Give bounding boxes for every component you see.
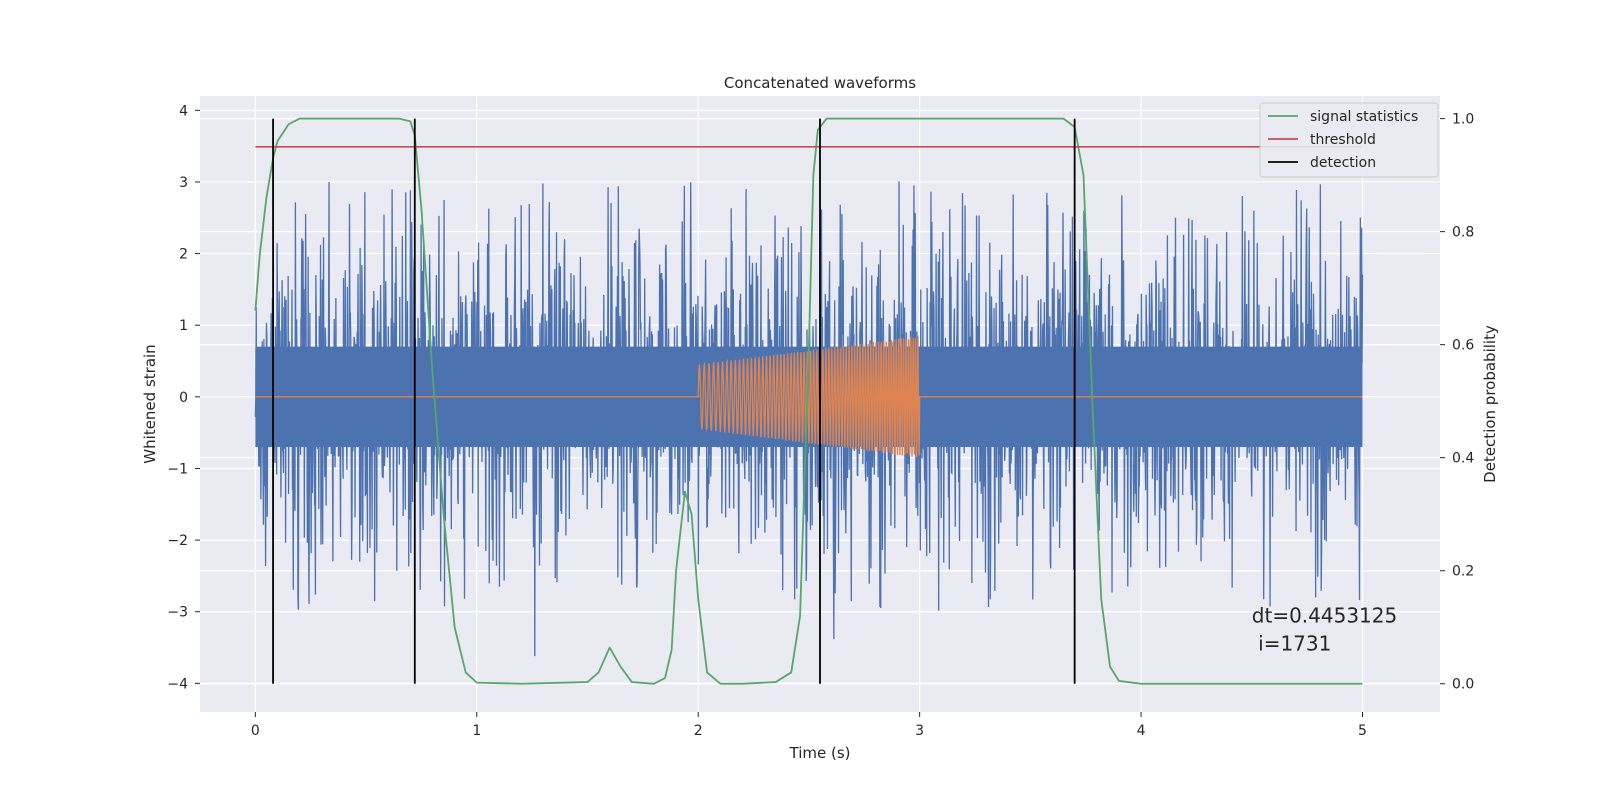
- y-tick-label: 3: [179, 175, 188, 191]
- y-tick-label: −4: [167, 676, 188, 692]
- x-tick-label: 5: [1358, 723, 1367, 739]
- annotation: dt=0.4453125 i=1731: [1252, 603, 1397, 655]
- y-tick-label: 2: [179, 247, 188, 263]
- y-tick-label: 1: [179, 318, 188, 334]
- series-signal-statistics: [254, 117, 1363, 685]
- y2-axis-label: Detection probability: [1481, 325, 1499, 483]
- y-tick-label: −3: [167, 605, 188, 621]
- x-tick-label: 0: [251, 723, 260, 739]
- x-axis-label: Time (s): [789, 744, 851, 762]
- annotation-index: i=1731: [1252, 631, 1332, 655]
- axes: 0 1 2 3 4 5 −4 −3 −2 −1 0 1 2 3 4 0.0 0.2 0.4 0.6 0.8 1.0: [167, 103, 1474, 739]
- legend-label-threshold: threshold: [1310, 132, 1376, 148]
- y2-tick-label: 0.0: [1452, 677, 1474, 693]
- x-tick-label: 1: [472, 723, 481, 739]
- y-axis-label: Whitened strain: [141, 344, 159, 463]
- y-tick-label: −2: [167, 533, 188, 549]
- y-tick-label: −1: [167, 461, 188, 477]
- plot-area: [254, 117, 1364, 685]
- annotation-dt: dt=0.4453125: [1252, 603, 1397, 627]
- legend-label-signal-statistics: signal statistics: [1310, 109, 1418, 125]
- y2-tick-label: 0.6: [1452, 338, 1474, 354]
- y-tick-label: 4: [179, 103, 188, 119]
- legend-label-detection: detection: [1310, 155, 1376, 171]
- x-tick-label: 4: [1137, 723, 1146, 739]
- y2-tick-label: 0.8: [1452, 225, 1474, 241]
- series-injected-chirp: [255, 336, 1363, 458]
- y2-tick-label: 0.4: [1452, 451, 1474, 467]
- chart-title: Concatenated waveforms: [724, 74, 916, 92]
- legend-box: [1259, 102, 1439, 178]
- x-tick-label: 2: [694, 723, 703, 739]
- y-tick-label: 0: [179, 390, 188, 406]
- y2-tick-label: 1.0: [1452, 112, 1474, 128]
- legend: signal statistics threshold detection: [1259, 102, 1439, 178]
- y2-tick-label: 0.2: [1452, 564, 1474, 580]
- x-tick-label: 3: [915, 723, 924, 739]
